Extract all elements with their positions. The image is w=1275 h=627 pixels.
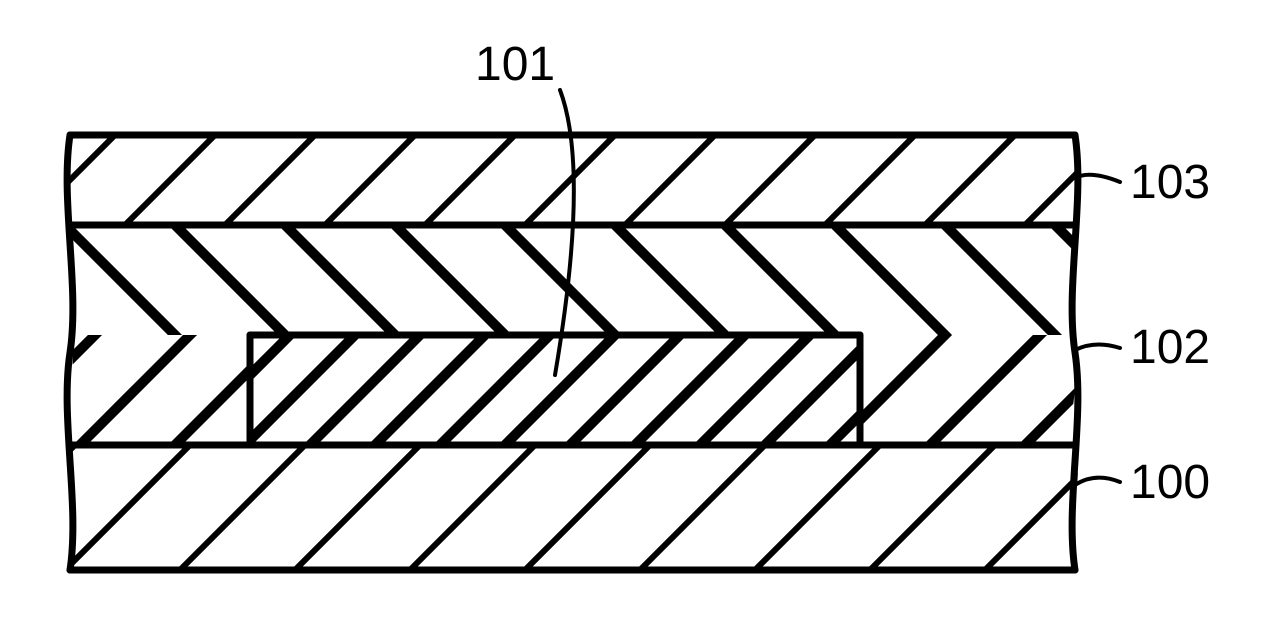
label-100: 100 bbox=[1130, 456, 1210, 509]
label-103: 103 bbox=[1130, 156, 1210, 209]
leader-103 bbox=[1075, 175, 1120, 182]
leader-100 bbox=[1075, 478, 1120, 485]
cross-section-diagram: 100 101 102 103 bbox=[0, 0, 1275, 627]
leader-102 bbox=[1075, 344, 1120, 350]
label-102: 102 bbox=[1130, 321, 1210, 374]
label-101: 101 bbox=[475, 38, 555, 91]
